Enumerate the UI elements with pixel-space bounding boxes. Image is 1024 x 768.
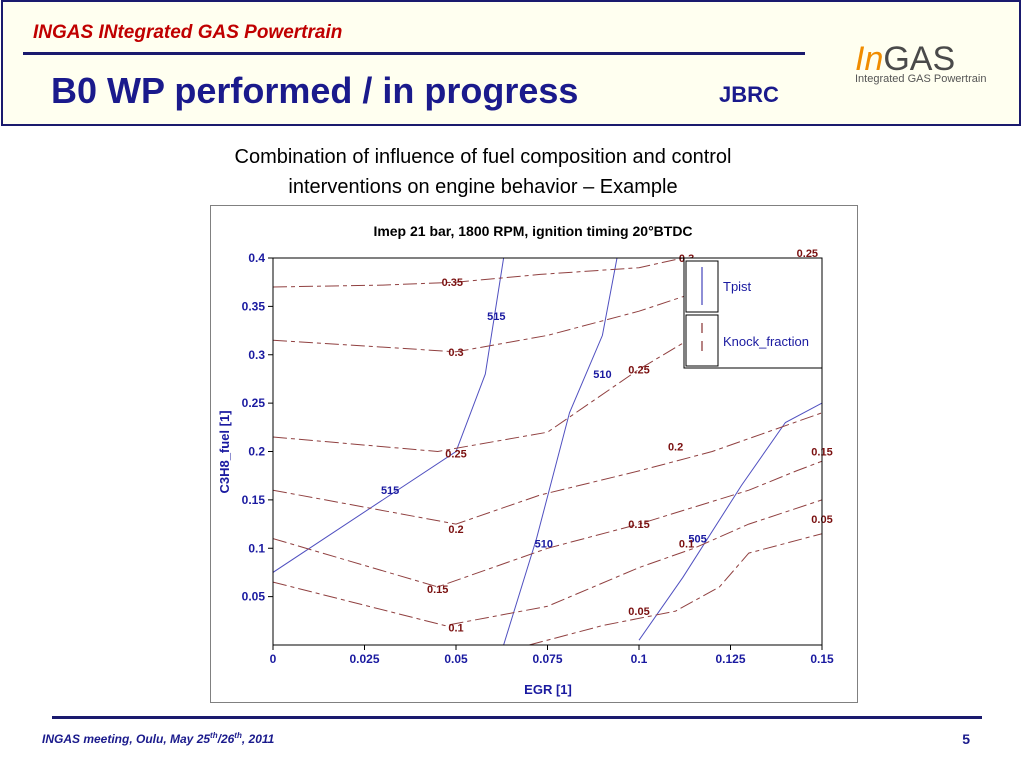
x-tick-label-1: 0.025: [349, 652, 379, 666]
footer-text-sep: /26: [217, 732, 235, 746]
knock-contour-label-0.1-0: 0.1: [448, 623, 463, 635]
tpist-contour-label-510-1: 510: [593, 369, 611, 381]
y-tick-label-2: 0.15: [242, 493, 266, 507]
y-axis-label: C3H8_fuel [1]: [217, 410, 232, 493]
logo-part-gas: GAS: [883, 40, 956, 78]
caption-line-1: Combination of influence of fuel composi…: [234, 146, 732, 168]
ingas-logo: InGAS Integrated GAS Powertrain: [855, 40, 995, 90]
org-title: INGAS INtegrated GAS Powertrain: [33, 22, 343, 43]
caption-line-2: interventions on engine behavior – Examp…: [288, 176, 678, 198]
tpist-contour-515: [273, 258, 505, 573]
contour-lines: 5155155105105050.350.30.30.250.250.250.2…: [273, 248, 833, 645]
chart-legend: Tpist Knock_fraction: [683, 257, 823, 369]
y-tick-label-3: 0.2: [248, 445, 265, 459]
tpist-contour-label-515-1: 515: [487, 311, 505, 323]
tpist-contour-510: [503, 258, 618, 645]
slide-caption: Combination of influence of fuel composi…: [140, 142, 826, 202]
footer-text: INGAS meeting, Oulu, May 25th/26th, 2011: [42, 731, 274, 746]
knock-contour-0.25: [273, 258, 822, 453]
tpist-contour-label-510-0: 510: [535, 538, 553, 550]
y-tick-label-4: 0.25: [242, 396, 266, 410]
legend-label-tpist: Tpist: [723, 279, 752, 294]
slide-title: B0 WP performed / in progress: [51, 70, 579, 111]
footer-sup-2: th: [234, 731, 242, 740]
footer-text-prefix: INGAS meeting, Oulu, May 25: [42, 732, 211, 746]
slide-header: INGAS INtegrated GAS Powertrain B0 WP pe…: [1, 0, 1021, 126]
logo-subtitle: Integrated GAS Powertrain: [855, 73, 987, 85]
contour-line-group: [273, 258, 822, 645]
knock-contour-0.35: [273, 258, 684, 288]
knock-contour-label-0.35-0: 0.35: [442, 277, 463, 289]
tpist-contour-label-505-0: 505: [688, 534, 706, 546]
knock-contour-0.15: [273, 460, 822, 588]
knock-contour-0.1: [273, 499, 822, 627]
knock-contour-label-0.25-2: 0.25: [797, 248, 818, 260]
page-number: 5: [962, 731, 970, 747]
x-tick-label-5: 0.125: [715, 652, 745, 666]
legend-label-knock: Knock_fraction: [723, 334, 809, 349]
y-axis-ticks: 0.05 0.1 0.15 0.2 0.25 0.3 0.35 0.4: [242, 251, 273, 604]
footer-sup-1: th: [210, 731, 218, 740]
knock-contour-label-0.2-1: 0.2: [668, 442, 683, 454]
legend-swatch-box-tpist: [685, 260, 719, 313]
y-tick-label-1: 0.1: [248, 541, 265, 555]
knock-contour-label-0.25-0: 0.25: [445, 448, 466, 460]
x-axis-ticks: 0 0.025 0.05 0.075 0.1 0.125 0.15: [270, 645, 834, 666]
x-tick-label-3: 0.075: [532, 652, 562, 666]
tpist-contour-505: [638, 402, 822, 641]
legend-box: [683, 257, 823, 369]
contour-chart: Imep 21 bar, 1800 RPM, ignition timing 2…: [210, 205, 858, 703]
knock-contour-label-0.15-0: 0.15: [427, 584, 448, 596]
knock-contour-0.2: [273, 412, 822, 525]
org-tag: JBRC: [719, 82, 779, 107]
y-tick-label-5: 0.3: [248, 348, 265, 362]
knock-contour-label-0.15-1: 0.15: [628, 519, 649, 531]
x-tick-label-4: 0.1: [631, 652, 648, 666]
knock-contour-0.05: [529, 533, 822, 645]
knock-contour-label-0.3-0: 0.3: [448, 347, 463, 359]
y-tick-label-6: 0.35: [242, 299, 266, 313]
x-axis-label: EGR [1]: [524, 682, 572, 697]
knock-contour-label-0.05-0: 0.05: [628, 606, 649, 618]
legend-swatch-box-knock: [685, 314, 719, 367]
knock-contour-label-0.1-1: 0.1: [679, 538, 694, 550]
logo-part-in: In: [855, 40, 884, 78]
header-divider: [23, 52, 805, 55]
x-tick-label-0: 0: [270, 652, 277, 666]
footer-text-suffix: , 2011: [241, 732, 275, 746]
tpist-contour-label-515-0: 515: [381, 485, 399, 497]
footer-divider: [52, 716, 982, 719]
chart-title: Imep 21 bar, 1800 RPM, ignition timing 2…: [373, 223, 692, 239]
x-tick-label-6: 0.15: [810, 652, 834, 666]
x-tick-label-2: 0.05: [444, 652, 468, 666]
y-tick-label-0: 0.05: [242, 590, 266, 604]
knock-contour-label-0.25-1: 0.25: [628, 364, 649, 376]
knock-contour-label-0.2-0: 0.2: [448, 524, 463, 536]
y-tick-label-7: 0.4: [248, 251, 265, 265]
